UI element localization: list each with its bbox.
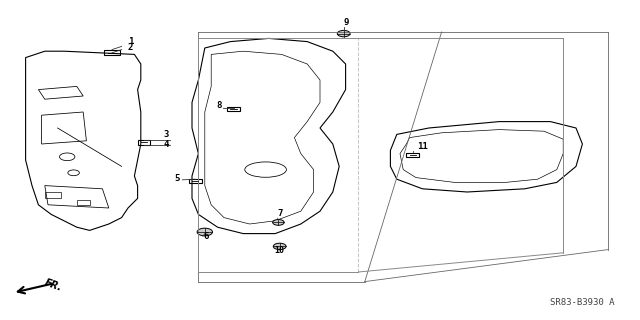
Circle shape	[273, 220, 284, 225]
Text: FR.: FR.	[44, 277, 64, 292]
Text: 2: 2	[128, 43, 133, 52]
Text: 1: 1	[128, 37, 133, 46]
Text: 3: 3	[163, 130, 168, 139]
Bar	[406, 153, 419, 157]
Text: 4: 4	[163, 140, 168, 149]
Text: 9: 9	[344, 18, 349, 27]
Text: 11: 11	[417, 142, 428, 151]
Bar	[227, 107, 240, 111]
Circle shape	[337, 30, 350, 37]
Bar	[45, 192, 61, 198]
Text: 7: 7	[278, 209, 283, 218]
Bar	[138, 140, 150, 145]
Text: 6: 6	[203, 232, 208, 241]
Bar	[104, 50, 120, 55]
Text: 8: 8	[216, 101, 221, 110]
Bar	[189, 179, 202, 183]
Circle shape	[197, 228, 212, 236]
Text: SR83-B3930 A: SR83-B3930 A	[550, 298, 614, 307]
Bar	[77, 200, 90, 205]
Text: 5: 5	[174, 174, 179, 183]
Text: 10: 10	[275, 246, 285, 255]
Circle shape	[273, 243, 286, 250]
